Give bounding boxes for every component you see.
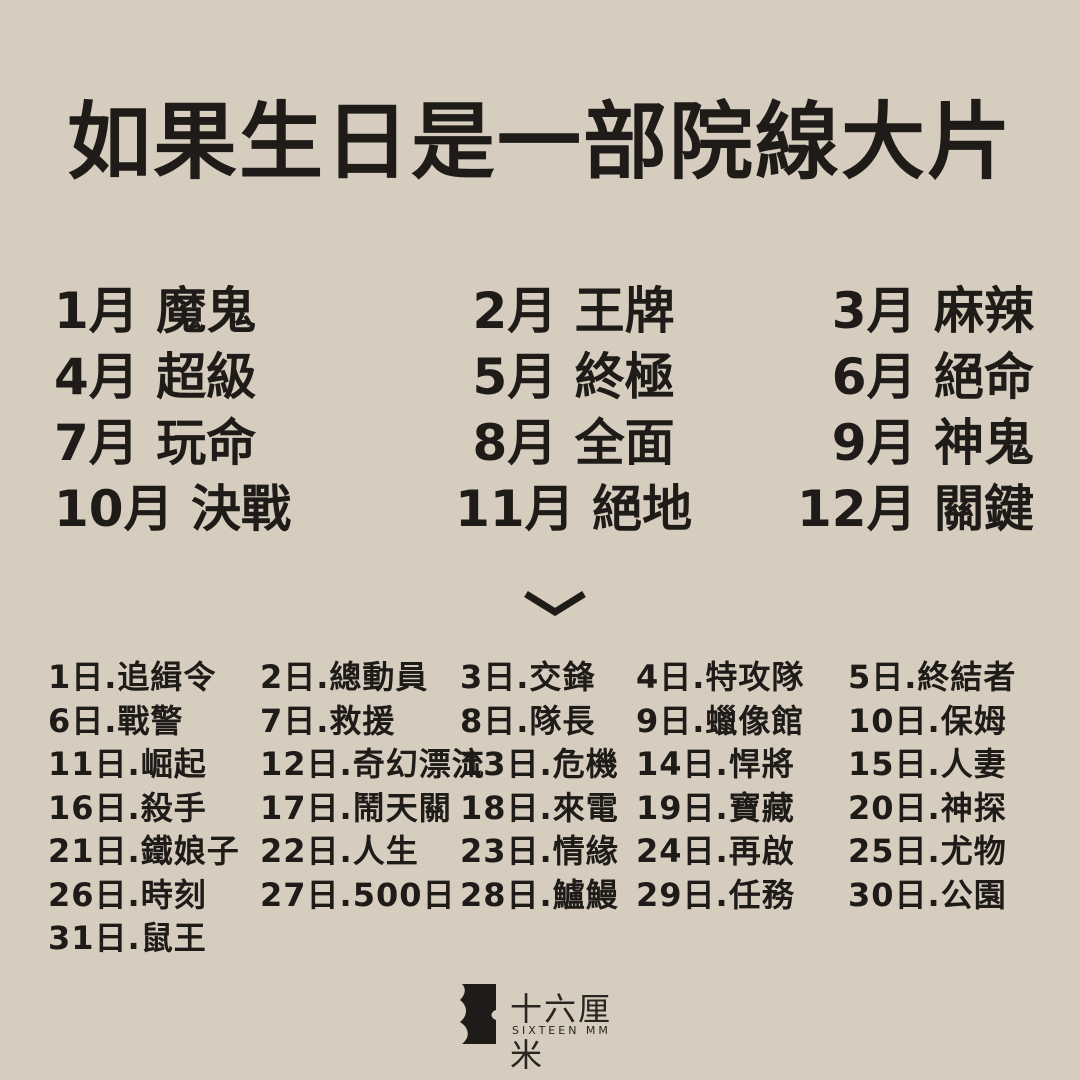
- day-item: 9日.蠟像館: [636, 701, 805, 740]
- page-title: 如果生日是一部院線大片: [66, 93, 1013, 191]
- logo-name-cn: 十六厘米: [510, 990, 613, 1074]
- day-row: 31日.鼠王: [48, 917, 1038, 961]
- day-item: 27日.500日: [260, 875, 456, 914]
- film-frame-icon: [460, 984, 496, 1044]
- day-item: 21日.鐵娘子: [48, 832, 240, 870]
- day-item: 2日.總動員: [260, 658, 429, 696]
- day-item: 18日.來電: [460, 788, 619, 827]
- day-item: 8日.隊長: [460, 701, 596, 740]
- month-row: 7月 玩命 8月 全面 9月 神鬼: [54, 410, 1034, 476]
- month-item: 6月 絕命: [831, 348, 1034, 406]
- month-item: 11月 絕地: [455, 480, 693, 538]
- month-grid: 1月 魔鬼 2月 王牌 3月 麻辣 4月 超級 5月 終極 6月 絕命 7月 玩…: [54, 278, 1034, 542]
- day-item: 20日.神探: [848, 788, 1007, 827]
- day-item: 24日.再啟: [636, 832, 795, 870]
- day-item: 29日.任務: [636, 875, 795, 914]
- day-item: 23日.情緣: [460, 832, 619, 870]
- day-item: 11日.崛起: [48, 745, 207, 783]
- brand-logo: 十六厘米 SIXTEEN MM: [456, 982, 636, 1074]
- chevron-down-icon: [524, 591, 586, 617]
- day-row: 26日.時刻 27日.500日 28日.鱸鰻 29日.任務 30日.公園: [48, 874, 1038, 918]
- day-item: 7日.救援: [260, 701, 396, 740]
- month-item: 12月 關鍵: [797, 480, 1034, 538]
- month-row: 1月 魔鬼 2月 王牌 3月 麻辣: [54, 278, 1034, 344]
- logo-name-en: SIXTEEN MM: [512, 1024, 611, 1037]
- day-item: 25日.尤物: [848, 832, 1007, 870]
- month-row: 4月 超級 5月 終極 6月 絕命: [54, 344, 1034, 410]
- day-item: 13日.危機: [460, 745, 619, 783]
- day-item: 16日.殺手: [48, 788, 207, 827]
- day-grid: 1日.追緝令 2日.總動員 3日.交鋒 4日.特攻隊 5日.終結者 6日.戰警 …: [48, 656, 1038, 961]
- day-item: 5日.終結者: [848, 658, 1017, 696]
- month-row: 10月 決戰 11月 絕地 12月 關鍵: [54, 476, 1034, 542]
- day-item: 1日.追緝令: [48, 658, 217, 696]
- month-item: 7月 玩命: [54, 414, 257, 472]
- month-item: 2月 王牌: [472, 282, 675, 340]
- day-item: 12日.奇幻漂流: [260, 745, 485, 783]
- day-item: 3日.交鋒: [460, 658, 596, 696]
- day-item: 6日.戰警: [48, 701, 184, 740]
- day-row: 16日.殺手 17日.鬧天關 18日.來電 19日.寶藏 20日.神探: [48, 787, 1038, 831]
- day-item: 19日.寶藏: [636, 788, 795, 827]
- day-row: 6日.戰警 7日.救援 8日.隊長 9日.蠟像館 10日.保姆: [48, 700, 1038, 744]
- day-item: 22日.人生: [260, 832, 419, 870]
- month-item: 4月 超級: [54, 348, 257, 406]
- day-item: 17日.鬧天關: [260, 788, 452, 827]
- day-row: 1日.追緝令 2日.總動員 3日.交鋒 4日.特攻隊 5日.終結者: [48, 656, 1038, 700]
- day-item: 28日.鱸鰻: [460, 875, 619, 914]
- day-row: 21日.鐵娘子 22日.人生 23日.情緣 24日.再啟 25日.尤物: [48, 830, 1038, 874]
- day-item: 4日.特攻隊: [636, 658, 805, 696]
- month-item: 1月 魔鬼: [54, 282, 257, 340]
- day-item: 14日.悍將: [636, 745, 795, 783]
- month-item: 8月 全面: [472, 414, 675, 472]
- month-item: 3月 麻辣: [831, 282, 1034, 340]
- day-item: 30日.公園: [848, 875, 1007, 914]
- day-row: 11日.崛起 12日.奇幻漂流 13日.危機 14日.悍將 15日.人妻: [48, 743, 1038, 787]
- day-item: 15日.人妻: [848, 745, 1007, 783]
- month-item: 10月 決戰: [54, 480, 291, 538]
- month-item: 9月 神鬼: [831, 414, 1034, 472]
- month-item: 5月 終極: [472, 348, 675, 406]
- day-item: 10日.保姆: [848, 701, 1007, 740]
- day-item: 31日.鼠王: [48, 919, 207, 957]
- day-item: 26日.時刻: [48, 875, 207, 914]
